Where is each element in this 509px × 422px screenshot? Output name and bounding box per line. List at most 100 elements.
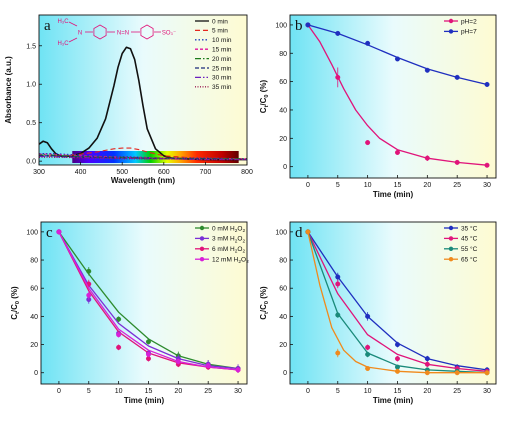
molecule-glyph: N=N [117, 31, 129, 37]
legend-marker [199, 236, 205, 241]
plot-data [56, 229, 241, 373]
legend-label-part: 2 [238, 259, 241, 265]
molecule-structure: N N=N SO₃⁻ H₃C H₃C [57, 19, 176, 47]
y-tick-label: 60 [279, 286, 287, 293]
legend-label: pH=2 [461, 18, 477, 25]
legend-label: 3 mM H2O2 [212, 236, 245, 245]
legend-label-part: 2 [242, 249, 245, 255]
series-d-2-point [365, 351, 371, 357]
y-axis-label-part: t [15, 312, 21, 314]
y-axis-label-part: 0 [15, 301, 21, 304]
legend-label: 30 min [212, 75, 232, 82]
series-d-0-point [335, 274, 341, 280]
panel-a: 300 400 500 600 700 800 0.0 0.5 1.0 1.5 Wavelength… [4, 14, 253, 185]
legend-label-part: 0 mM H [212, 225, 235, 232]
series-d-3-point [305, 229, 311, 235]
y-axis-label: Ct/C0 (%) [259, 286, 270, 320]
x-tick-label: 300 [33, 169, 45, 176]
legend-label: 12 mM H2O2 [212, 257, 249, 266]
series-b-0-point [394, 149, 400, 155]
series-a-7-line [39, 156, 247, 161]
series-d-3-point [424, 370, 430, 376]
series-b-1-point [305, 22, 311, 28]
plot-frame [40, 221, 248, 385]
legend-label: 65 °C [461, 256, 478, 264]
panel-b: 0 5 10 15 20 25 30 0 20 40 60 80 100 Time (min) Ct/C0 … [259, 14, 497, 199]
x-tick-label: 400 [75, 169, 87, 176]
x-tick-label: 0 [306, 388, 310, 395]
legend-label-part: 3 mM H [212, 236, 235, 243]
x-tick-label: 0 [306, 182, 310, 189]
x-tick-label: 20 [423, 388, 431, 395]
series-d-2-point [335, 312, 341, 318]
x-tick-label: 30 [483, 182, 491, 189]
series-d-3-point [335, 350, 341, 356]
x-tick-label: 10 [364, 388, 372, 395]
molecule-glyph: SO₃⁻ [162, 31, 176, 37]
x-tick-label: 30 [483, 388, 491, 395]
series-d-1-point [424, 361, 430, 367]
series-d-0-point [424, 356, 430, 362]
y-axis-label-part: t [264, 105, 270, 107]
x-tick-label: 5 [87, 388, 91, 395]
series-a-2-line [39, 152, 247, 160]
series-c-0-point [116, 316, 122, 322]
molecule-glyph: H₃C [57, 41, 69, 47]
legend-label-part: 2 [242, 228, 245, 234]
legend-label: 0 mM H2O2 [212, 225, 245, 234]
x-tick-label: 5 [336, 388, 340, 395]
x-tick-label: 5 [336, 182, 340, 189]
series-b-1-point [365, 40, 371, 46]
series-c-3-point [175, 358, 181, 364]
series-b-0-point [424, 155, 430, 161]
plot-data [39, 46, 247, 161]
y-axis-label: Ct/C0 (%) [259, 79, 270, 113]
x-tick-label: 25 [453, 182, 461, 189]
y-tick-label: 40 [30, 314, 38, 321]
y-axis-label-part: 0 [264, 94, 270, 97]
legend-label-part: 2 [246, 259, 249, 265]
legend-marker [199, 246, 205, 251]
y-tick-label: 1.5 [26, 43, 36, 50]
series-b-0-point [484, 162, 490, 168]
series-c-3-point [86, 292, 92, 298]
series-d-3-point [394, 368, 400, 374]
legend-label: 45 °C [461, 235, 478, 243]
legend-label: 5 min [212, 28, 228, 35]
y-tick-label: 0 [283, 164, 287, 171]
series-d-3-fit-line [307, 231, 487, 374]
y-tick-label: 40 [279, 314, 287, 321]
x-tick-label: 15 [394, 182, 402, 189]
legend: 35 °C 45 °C 55 °C 65 °C [444, 224, 478, 264]
series-b-0-point [454, 159, 460, 165]
series-c-3-point [205, 363, 211, 369]
legend-label: 20 min [212, 56, 232, 63]
legend-label: 6 mM H2O2 [212, 246, 245, 255]
series-b-0-point [335, 74, 341, 80]
series-c-3-point [56, 229, 62, 235]
x-tick-label: 20 [174, 388, 182, 395]
legend-label-part: 2 [235, 249, 238, 255]
series-b-1-point [335, 30, 341, 36]
legend-label-part: 2 [235, 228, 238, 234]
y-tick-label: 80 [279, 51, 287, 58]
series-c-3-point [145, 351, 151, 357]
legend-label: 35 min [212, 84, 232, 91]
x-tick-label: 15 [394, 388, 402, 395]
legend-marker [199, 257, 205, 262]
x-tick-label: 25 [453, 388, 461, 395]
legend-label: 35 °C [461, 224, 478, 232]
x-tick-label: 30 [234, 388, 242, 395]
x-tick-label: 25 [204, 388, 212, 395]
series-d-0-point [365, 313, 371, 319]
y-tick-label: 1.0 [26, 82, 36, 89]
y-tick-label: 60 [279, 79, 287, 86]
y-tick-label: 100 [275, 229, 287, 236]
series-c-3-point [235, 367, 241, 373]
y-axis-label-part: C [259, 107, 268, 113]
legend-label-part: 12 mM H [212, 257, 239, 264]
y-tick-label: 100 [26, 229, 38, 236]
